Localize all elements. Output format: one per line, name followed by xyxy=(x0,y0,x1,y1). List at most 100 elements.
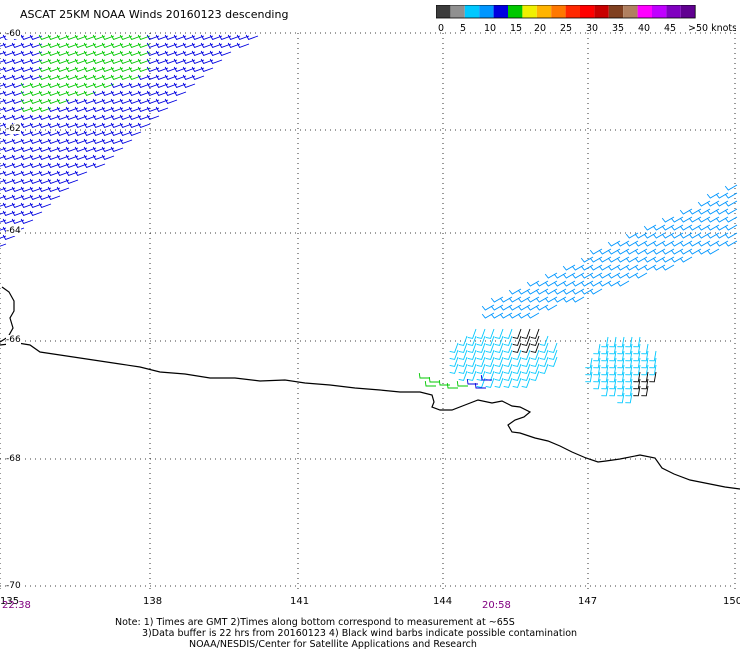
wind-barb xyxy=(101,154,115,160)
wind-barb xyxy=(38,66,52,72)
wind-barb xyxy=(609,371,617,383)
wind-barb xyxy=(2,42,16,48)
wind-barb xyxy=(209,42,223,48)
wind-barb xyxy=(182,34,196,40)
wind-barb xyxy=(101,66,115,72)
wind-barb xyxy=(164,90,178,96)
wind-barb xyxy=(146,34,160,40)
wind-barb xyxy=(56,170,70,176)
wind-barb xyxy=(128,34,142,40)
wind-barb xyxy=(625,343,633,355)
legend-swatch xyxy=(680,5,696,18)
wind-barb xyxy=(191,50,205,56)
wind-barb xyxy=(29,210,43,216)
wind-barb xyxy=(20,98,34,104)
wind-barb xyxy=(38,42,52,48)
wind-barb xyxy=(47,42,61,48)
wind-barb xyxy=(128,42,142,48)
wind-barb xyxy=(65,162,79,168)
wind-barb xyxy=(218,34,232,40)
wind-barb xyxy=(29,154,43,160)
wind-barb xyxy=(164,34,178,40)
wind-barb xyxy=(20,186,34,192)
wind-barb xyxy=(616,280,630,287)
wind-barb xyxy=(92,42,106,48)
wind-barb xyxy=(83,42,97,48)
note-line-3: NOAA/NESDIS/Center for Satellite Applica… xyxy=(189,639,477,650)
wind-barb xyxy=(0,235,7,239)
wind-barb xyxy=(20,178,34,184)
wind-barb xyxy=(20,162,34,168)
wind-barb xyxy=(128,106,142,112)
wind-barb xyxy=(467,363,477,374)
wind-barb xyxy=(245,34,259,40)
wind-barb xyxy=(585,371,593,383)
wind-barb xyxy=(617,350,625,362)
wind-barb xyxy=(20,74,34,80)
wind-barb xyxy=(0,35,7,39)
wind-barb xyxy=(74,122,88,128)
wind-barb xyxy=(601,357,609,369)
lat-label-60: -60 xyxy=(6,29,21,39)
wind-barb xyxy=(83,122,97,128)
wind-barb xyxy=(191,58,205,64)
legend-swatch xyxy=(565,5,580,18)
wind-barb xyxy=(11,170,25,176)
wind-barb xyxy=(476,342,486,353)
wind-barb xyxy=(164,58,178,64)
wind-barb xyxy=(110,34,124,40)
wind-barb xyxy=(164,98,178,104)
wind-barb xyxy=(200,66,214,72)
wind-barb xyxy=(456,381,468,387)
wind-barb xyxy=(191,66,205,72)
wind-barb xyxy=(182,82,196,88)
wind-barb xyxy=(65,130,79,136)
wind-barb xyxy=(641,371,649,383)
legend-swatch xyxy=(464,5,480,18)
wind-barb xyxy=(137,122,151,128)
wind-barb xyxy=(236,34,250,40)
wind-barb xyxy=(92,66,106,72)
wind-barb xyxy=(29,90,43,96)
wind-barb xyxy=(485,377,495,388)
wind-barb xyxy=(593,357,601,369)
wind-barb xyxy=(29,202,43,208)
wind-barb xyxy=(65,98,79,104)
wind-barb xyxy=(38,50,52,56)
wind-barb xyxy=(633,371,641,383)
wind-barb xyxy=(2,186,16,192)
wind-barb xyxy=(503,370,513,381)
wind-barb xyxy=(0,91,7,95)
wind-barb xyxy=(83,130,97,136)
wind-barb xyxy=(191,42,205,48)
wind-barb xyxy=(110,58,124,64)
wind-barb xyxy=(101,90,115,96)
wind-barb xyxy=(2,90,16,96)
wind-barb xyxy=(182,58,196,64)
wind-barb xyxy=(548,356,558,367)
wind-barb xyxy=(47,146,61,152)
wind-barb xyxy=(200,34,214,40)
wind-barb xyxy=(101,34,115,40)
wind-barb xyxy=(617,371,625,383)
wind-barb xyxy=(521,328,531,339)
wind-barb xyxy=(11,146,25,152)
wind-barb xyxy=(38,98,52,104)
wind-barb xyxy=(0,163,7,167)
wind-barb xyxy=(209,58,223,64)
wind-barb xyxy=(593,350,601,362)
wind-barb xyxy=(467,356,477,367)
wind-barb xyxy=(74,106,88,112)
wind-barb xyxy=(119,122,133,128)
wind-barb xyxy=(467,335,477,346)
wind-barb xyxy=(724,232,738,239)
wind-barb xyxy=(92,106,106,112)
wind-barb xyxy=(449,349,459,360)
wind-barb xyxy=(609,385,617,397)
wind-barb xyxy=(29,106,43,112)
wind-barb xyxy=(56,50,70,56)
wind-barb xyxy=(38,162,52,168)
wind-barb xyxy=(74,50,88,56)
wind-barb xyxy=(476,363,486,374)
wind-barb xyxy=(110,130,124,136)
